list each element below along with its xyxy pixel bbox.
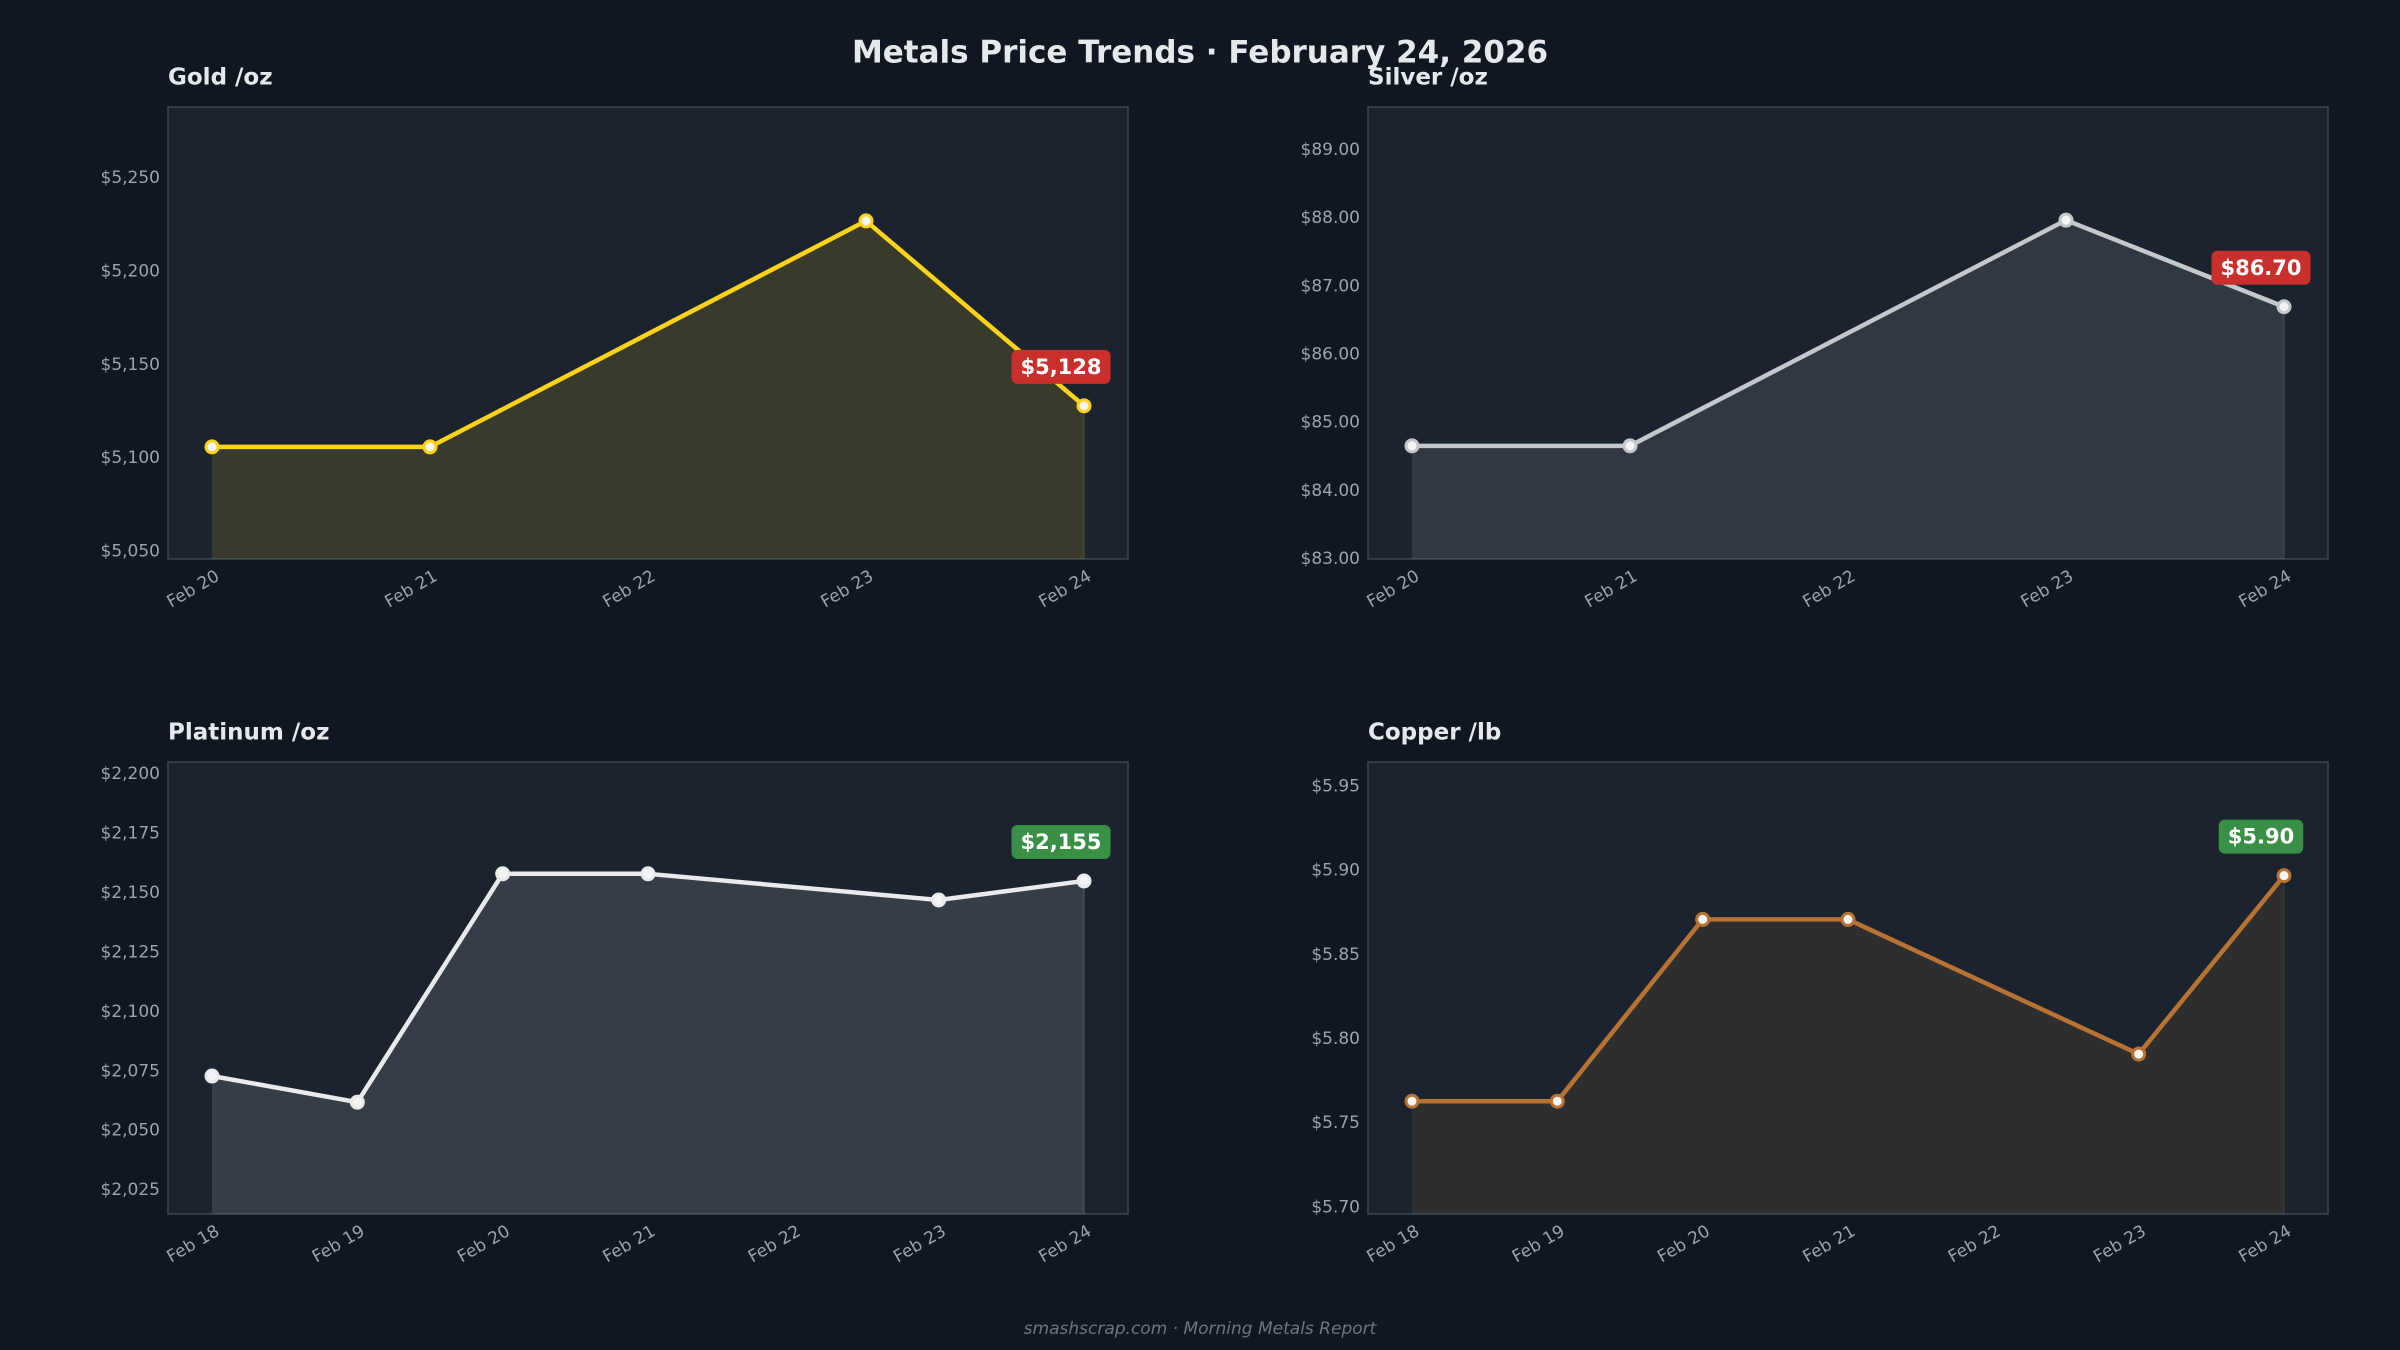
price-badge xyxy=(2218,819,2304,854)
price-line xyxy=(1412,874,2286,1104)
y-tick-label: $2,125 xyxy=(101,942,160,962)
panel: Copper /lb $5.70 $5.75 $5.80 $5.85 $5.90 $5.95… xyxy=(1311,720,2329,1267)
price-badge-label: $2,155 xyxy=(1020,830,1101,854)
point xyxy=(2131,1046,2147,1062)
price-badge xyxy=(2211,250,2311,285)
panel-title: Platinum /oz xyxy=(168,720,329,746)
y-tick-label: $5,250 xyxy=(101,168,160,188)
point xyxy=(1404,1093,1420,1109)
point xyxy=(858,213,874,229)
price-badge-label: $86.70 xyxy=(2220,256,2301,280)
y-tick-label: $5,200 xyxy=(101,261,160,281)
y-tick-label: $86.00 xyxy=(1301,344,1360,364)
panel: Platinum /oz $2,025 $2,050 $2,075 $2,100 $2,1… xyxy=(101,720,1129,1267)
panel: Gold /oz$5,050$5,100$5,150$5,200$5,250Fe… xyxy=(101,65,1129,612)
y-tick-label: $5.95 xyxy=(1311,776,1360,796)
y-tick-label: $84.00 xyxy=(1301,481,1360,501)
y-tick-label: $2,050 xyxy=(101,1121,160,1141)
y-tick-label: $5,100 xyxy=(101,448,160,468)
y-tick-label: $5.90 xyxy=(1311,861,1360,881)
point xyxy=(204,1068,220,1084)
y-tick-label: $5.70 xyxy=(1311,1197,1360,1217)
area xyxy=(1412,220,2284,559)
panel-title: Gold /oz xyxy=(168,65,273,91)
point xyxy=(640,866,656,882)
price-badge-label: $5.90 xyxy=(2228,825,2294,849)
point xyxy=(1076,873,1092,889)
point xyxy=(931,892,947,908)
y-tick-label: $2,175 xyxy=(101,823,160,843)
y-tick-label: $2,075 xyxy=(101,1061,160,1081)
point xyxy=(2276,868,2292,884)
point xyxy=(2058,212,2074,228)
price-badge xyxy=(1011,824,1111,859)
y-tick-label: $2,200 xyxy=(101,764,160,784)
y-tick-label: $5,050 xyxy=(101,542,160,562)
point xyxy=(2276,299,2292,315)
y-tick-label: $83.00 xyxy=(1301,549,1360,569)
point xyxy=(1404,438,1420,454)
page-title: Metals Price Trends · February 24, 2026 xyxy=(852,35,1548,71)
y-tick-label: $2,025 xyxy=(101,1180,160,1200)
footer: smashscrap.com · Morning Metals Report xyxy=(1024,1319,1378,1339)
point xyxy=(1549,1093,1565,1109)
y-tick-label: $87.00 xyxy=(1301,276,1360,296)
area xyxy=(212,220,1084,559)
plot-area xyxy=(167,761,1129,1215)
area xyxy=(212,873,1084,1214)
y-tick-label: $2,150 xyxy=(101,883,160,903)
point xyxy=(349,1094,365,1110)
plot-area xyxy=(1367,761,2329,1215)
panel-title: Silver /oz xyxy=(1368,65,1488,91)
y-tick-label: $85.00 xyxy=(1301,413,1360,433)
price-line xyxy=(1412,217,2285,449)
y-tick-label: $89.00 xyxy=(1301,140,1360,160)
y-tick-label: $88.00 xyxy=(1301,208,1360,228)
price-badge xyxy=(1011,349,1111,384)
price-badge-label: $5,128 xyxy=(1020,355,1101,379)
point xyxy=(1076,398,1092,414)
panel-title: Copper /lb xyxy=(1368,720,1501,746)
y-tick-label: $5.75 xyxy=(1311,1113,1360,1133)
point xyxy=(204,439,220,455)
point xyxy=(1840,911,1856,927)
y-tick-label: $5.85 xyxy=(1311,945,1360,965)
price-line xyxy=(212,218,1086,450)
point xyxy=(422,439,438,455)
y-tick-label: $5,150 xyxy=(101,355,160,375)
area xyxy=(1412,875,2284,1214)
panel: Silver /oz $83.00 $84.00 $85.00 $86.00 $87.00… xyxy=(1301,65,2329,612)
price-line xyxy=(211,871,1085,1105)
point xyxy=(1622,438,1638,454)
point xyxy=(1695,911,1711,927)
y-tick-label: $5.80 xyxy=(1311,1029,1360,1049)
y-tick-label: $2,100 xyxy=(101,1002,160,1022)
point xyxy=(495,866,511,882)
